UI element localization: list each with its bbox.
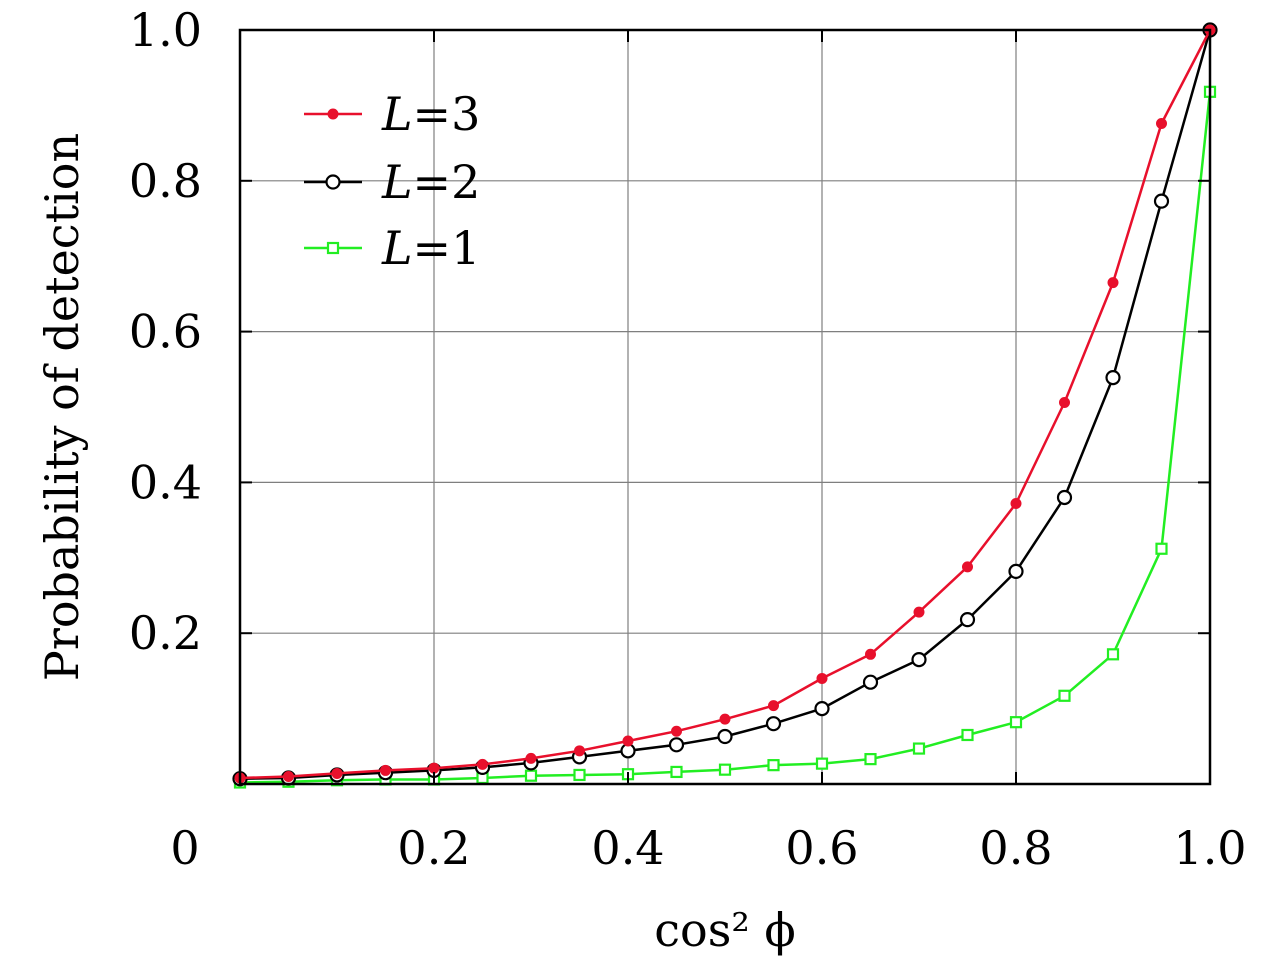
data-point bbox=[913, 606, 925, 618]
legend: L=3L=2L=1 bbox=[304, 87, 480, 275]
x-tick-labels: 0 0.2 0.4 0.6 0.8 1.0 bbox=[170, 821, 1246, 875]
data-point bbox=[911, 651, 927, 668]
data-point bbox=[1106, 648, 1120, 661]
legend-swatch-marker bbox=[327, 108, 339, 120]
legend-item: L=1 bbox=[304, 221, 480, 275]
legend-label: L=2 bbox=[381, 155, 480, 209]
x-tick-label: 0.2 bbox=[397, 821, 470, 875]
legend-swatch-marker bbox=[326, 241, 340, 255]
data-point bbox=[1056, 489, 1073, 506]
data-point bbox=[1058, 689, 1071, 702]
data-point bbox=[477, 758, 488, 770]
legend-label-value: =2 bbox=[413, 155, 481, 209]
x-axis-label: cos² ϕ bbox=[654, 903, 795, 957]
data-point bbox=[1153, 193, 1170, 209]
x-tick-label: 0 bbox=[170, 821, 199, 875]
data-point bbox=[1008, 563, 1024, 579]
data-point bbox=[962, 561, 973, 573]
y-tick-label: 0.6 bbox=[129, 305, 202, 359]
plot-frame bbox=[238, 28, 1212, 786]
data-point bbox=[331, 767, 343, 779]
legend-label: L=1 bbox=[381, 221, 480, 275]
data-point bbox=[717, 728, 733, 745]
data-point bbox=[1105, 369, 1121, 386]
ticks bbox=[239, 29, 1211, 784]
x-tick-label: 0.8 bbox=[979, 821, 1052, 875]
data-point bbox=[719, 713, 731, 725]
data-point bbox=[1107, 277, 1119, 289]
data-point bbox=[1009, 716, 1023, 729]
data-point bbox=[961, 728, 974, 742]
series-layer bbox=[232, 22, 1218, 789]
y-tick-label: 0.4 bbox=[129, 455, 202, 509]
data-point bbox=[768, 700, 779, 712]
y-tick-label: 1.0 bbox=[129, 3, 202, 57]
x-tick-label: 0.6 bbox=[785, 821, 858, 875]
x-tick-label: 0.4 bbox=[591, 821, 664, 875]
data-point bbox=[622, 735, 634, 747]
data-point bbox=[862, 674, 879, 690]
data-point bbox=[1010, 498, 1022, 510]
data-point bbox=[959, 612, 976, 628]
data-point bbox=[1155, 542, 1168, 555]
grid bbox=[240, 30, 1210, 784]
data-point bbox=[428, 762, 440, 774]
legend-item: L=3 bbox=[304, 87, 480, 141]
data-point bbox=[865, 648, 876, 660]
y-tick-label: 0.8 bbox=[129, 154, 202, 208]
series-L=3 bbox=[234, 24, 1216, 784]
data-point bbox=[718, 763, 732, 776]
data-point bbox=[815, 757, 829, 770]
data-point bbox=[1059, 396, 1070, 408]
legend-item: L=2 bbox=[304, 155, 480, 209]
y-axis-label: Probability of detection bbox=[35, 133, 89, 681]
data-point bbox=[864, 753, 877, 766]
data-point bbox=[573, 768, 586, 782]
legend-label-variable: L bbox=[381, 87, 413, 141]
legend-label-variable: L bbox=[381, 221, 413, 275]
data-point bbox=[765, 716, 782, 732]
x-tick-label: 1.0 bbox=[1173, 821, 1246, 875]
data-point bbox=[574, 745, 585, 757]
data-point bbox=[283, 770, 294, 782]
legend-label-value: =3 bbox=[413, 87, 481, 141]
data-point bbox=[1156, 117, 1167, 129]
legend-label-value: =1 bbox=[413, 221, 481, 275]
legend-swatch-marker bbox=[325, 174, 341, 190]
legend-label: L=3 bbox=[381, 87, 480, 141]
data-point bbox=[524, 769, 538, 782]
data-point bbox=[525, 752, 537, 764]
data-point bbox=[814, 700, 830, 717]
y-tick-labels: 0.2 0.4 0.6 0.8 1.0 bbox=[129, 3, 202, 660]
data-point bbox=[380, 764, 391, 776]
data-point bbox=[668, 737, 685, 753]
data-point bbox=[670, 765, 683, 779]
data-point bbox=[816, 672, 828, 684]
legend-label-variable: L bbox=[381, 155, 413, 209]
data-point bbox=[671, 725, 682, 737]
data-point bbox=[912, 742, 926, 755]
data-point bbox=[767, 759, 780, 772]
y-tick-label: 0.2 bbox=[129, 606, 202, 660]
